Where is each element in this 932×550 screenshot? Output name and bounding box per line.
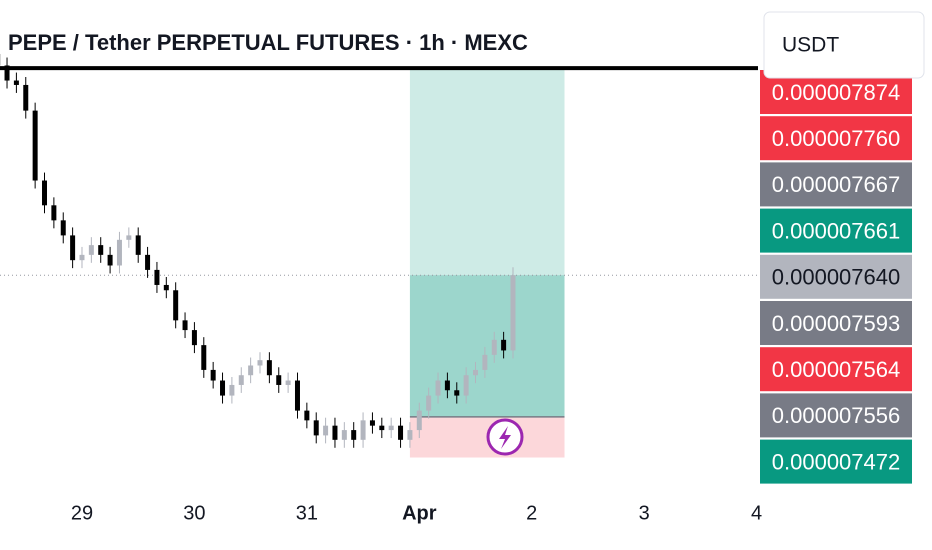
candle-body (107, 254, 113, 266)
price-label-box (760, 439, 912, 484)
profit-zone (409, 275, 565, 417)
candle-body (444, 380, 450, 391)
price-label: 0.000007593 (772, 311, 900, 336)
candle-body (116, 239, 122, 266)
candle-body (416, 410, 422, 431)
candle-body (201, 345, 207, 370)
candle-body (351, 430, 357, 440)
price-label-box (760, 393, 912, 438)
candle-body (154, 269, 160, 285)
candle-body (88, 245, 94, 255)
candle-body (276, 375, 282, 385)
price-label: 0.000007640 (772, 265, 900, 290)
price-label-box (760, 301, 912, 345)
candle-body (313, 420, 319, 436)
candle-body (98, 245, 104, 255)
price-label-box (760, 347, 912, 392)
icon-bolt[interactable] (499, 426, 511, 449)
candle-body (229, 384, 235, 396)
candle-body (51, 205, 57, 221)
candle-body (238, 375, 244, 385)
candle-body (454, 390, 460, 396)
price-axis: 0.000007874 0.000007760 0.000007667 0.00000… (760, 70, 912, 484)
candle-body (23, 84, 29, 111)
candle-body (173, 290, 179, 321)
price-label: 0.000007564 (772, 357, 900, 382)
lightning-icon[interactable] (486, 418, 524, 456)
candle-body (294, 380, 300, 411)
x-tick-label: 2 (526, 502, 537, 524)
candle-body (379, 425, 385, 431)
candle-body (182, 320, 188, 331)
candle-body (220, 380, 226, 396)
x-tick-label: 3 (639, 502, 650, 524)
price-label-box (760, 162, 912, 207)
x-tick-label: 4 (751, 502, 762, 524)
x-tick-label: 31 (296, 502, 318, 524)
price-label-box (760, 254, 912, 299)
candle-body (473, 369, 479, 376)
candle-body (388, 425, 394, 431)
candle-body (332, 425, 338, 440)
candle-body (79, 254, 85, 261)
candle-body (163, 284, 169, 291)
candle-body (323, 425, 329, 436)
candle-body (285, 380, 291, 385)
candle-body (341, 430, 347, 440)
price-label-box (760, 116, 912, 161)
candle-body (42, 180, 48, 206)
candle-body (407, 430, 413, 440)
candle-body (145, 254, 151, 270)
candle-body (369, 420, 375, 426)
chart-title: PEPE / Tether PERPETUAL FUTURES · 1h · M… (8, 30, 528, 55)
plot-area (0, 53, 758, 458)
currency-box[interactable] (763, 11, 925, 79)
candle-body (248, 365, 254, 376)
x-tick-label: 29 (71, 502, 93, 524)
candle-body (70, 235, 76, 261)
candle-body (501, 339, 507, 351)
candle-body (4, 65, 10, 81)
price-label: 0.000007874 (772, 80, 900, 105)
candle-body (191, 330, 197, 346)
candle-body (257, 360, 263, 366)
price-label: 0.000007556 (772, 403, 900, 428)
candle-body (360, 420, 366, 440)
candle-body (398, 425, 404, 440)
candle-body (463, 375, 469, 396)
candle-body (126, 235, 132, 240)
price-label: 0.000007667 (772, 172, 900, 197)
currency-label[interactable]: USDT (782, 34, 839, 57)
candle-body (426, 395, 432, 411)
candle-body (304, 410, 310, 421)
x-tick-label: 30 (183, 502, 205, 524)
candle-body (60, 220, 66, 236)
candle-body (510, 275, 516, 351)
price-label: 0.000007661 (772, 218, 900, 243)
candle-body (13, 80, 19, 85)
price-label: 0.000007472 (772, 449, 900, 474)
candle-body (32, 110, 38, 181)
candle-body (491, 339, 497, 355)
candle-body (435, 380, 441, 396)
candle-body (210, 369, 216, 381)
x-tick-label: Apr (402, 502, 437, 524)
candle-body (266, 360, 272, 376)
candle-body (482, 354, 488, 370)
price-label: 0.000007760 (772, 126, 900, 151)
candle-body (135, 235, 141, 255)
price-label-box (760, 208, 912, 253)
